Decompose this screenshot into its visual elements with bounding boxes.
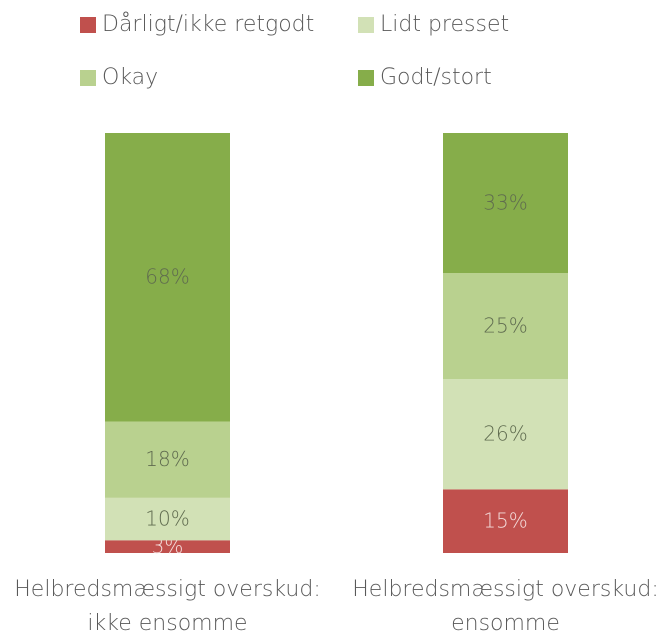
data-label: 18% (145, 447, 189, 471)
bar-segment (443, 379, 568, 490)
legend-label: Godt/stort (380, 65, 492, 90)
legend-swatch (358, 70, 374, 86)
bar-segment (105, 421, 230, 498)
legend-label: Lidt presset (380, 12, 509, 37)
bar-segment (443, 489, 568, 553)
bar-segment (105, 133, 230, 422)
x-tick-label: Helbredsmæssigt overskud: ikke ensomme (14, 577, 321, 636)
legend-label: Okay (102, 65, 158, 90)
data-label: 10% (145, 507, 189, 531)
bar-segment (105, 497, 230, 541)
bar-segment (105, 540, 230, 553)
bar-segment (443, 133, 568, 273)
x-tick-label: Helbredsmæssigt overskud: ensomme (352, 577, 659, 636)
legend-swatch (80, 17, 96, 33)
data-label: 25% (483, 314, 527, 338)
bar-segment (443, 273, 568, 380)
legend-swatch (80, 70, 96, 86)
data-label: 15% (483, 509, 527, 533)
legend-swatch (358, 17, 374, 33)
data-label: 26% (483, 422, 527, 446)
legend-label: Dårligt/ikke retgodt (102, 12, 314, 37)
data-label: 33% (483, 191, 527, 215)
data-label: 68% (145, 265, 189, 289)
